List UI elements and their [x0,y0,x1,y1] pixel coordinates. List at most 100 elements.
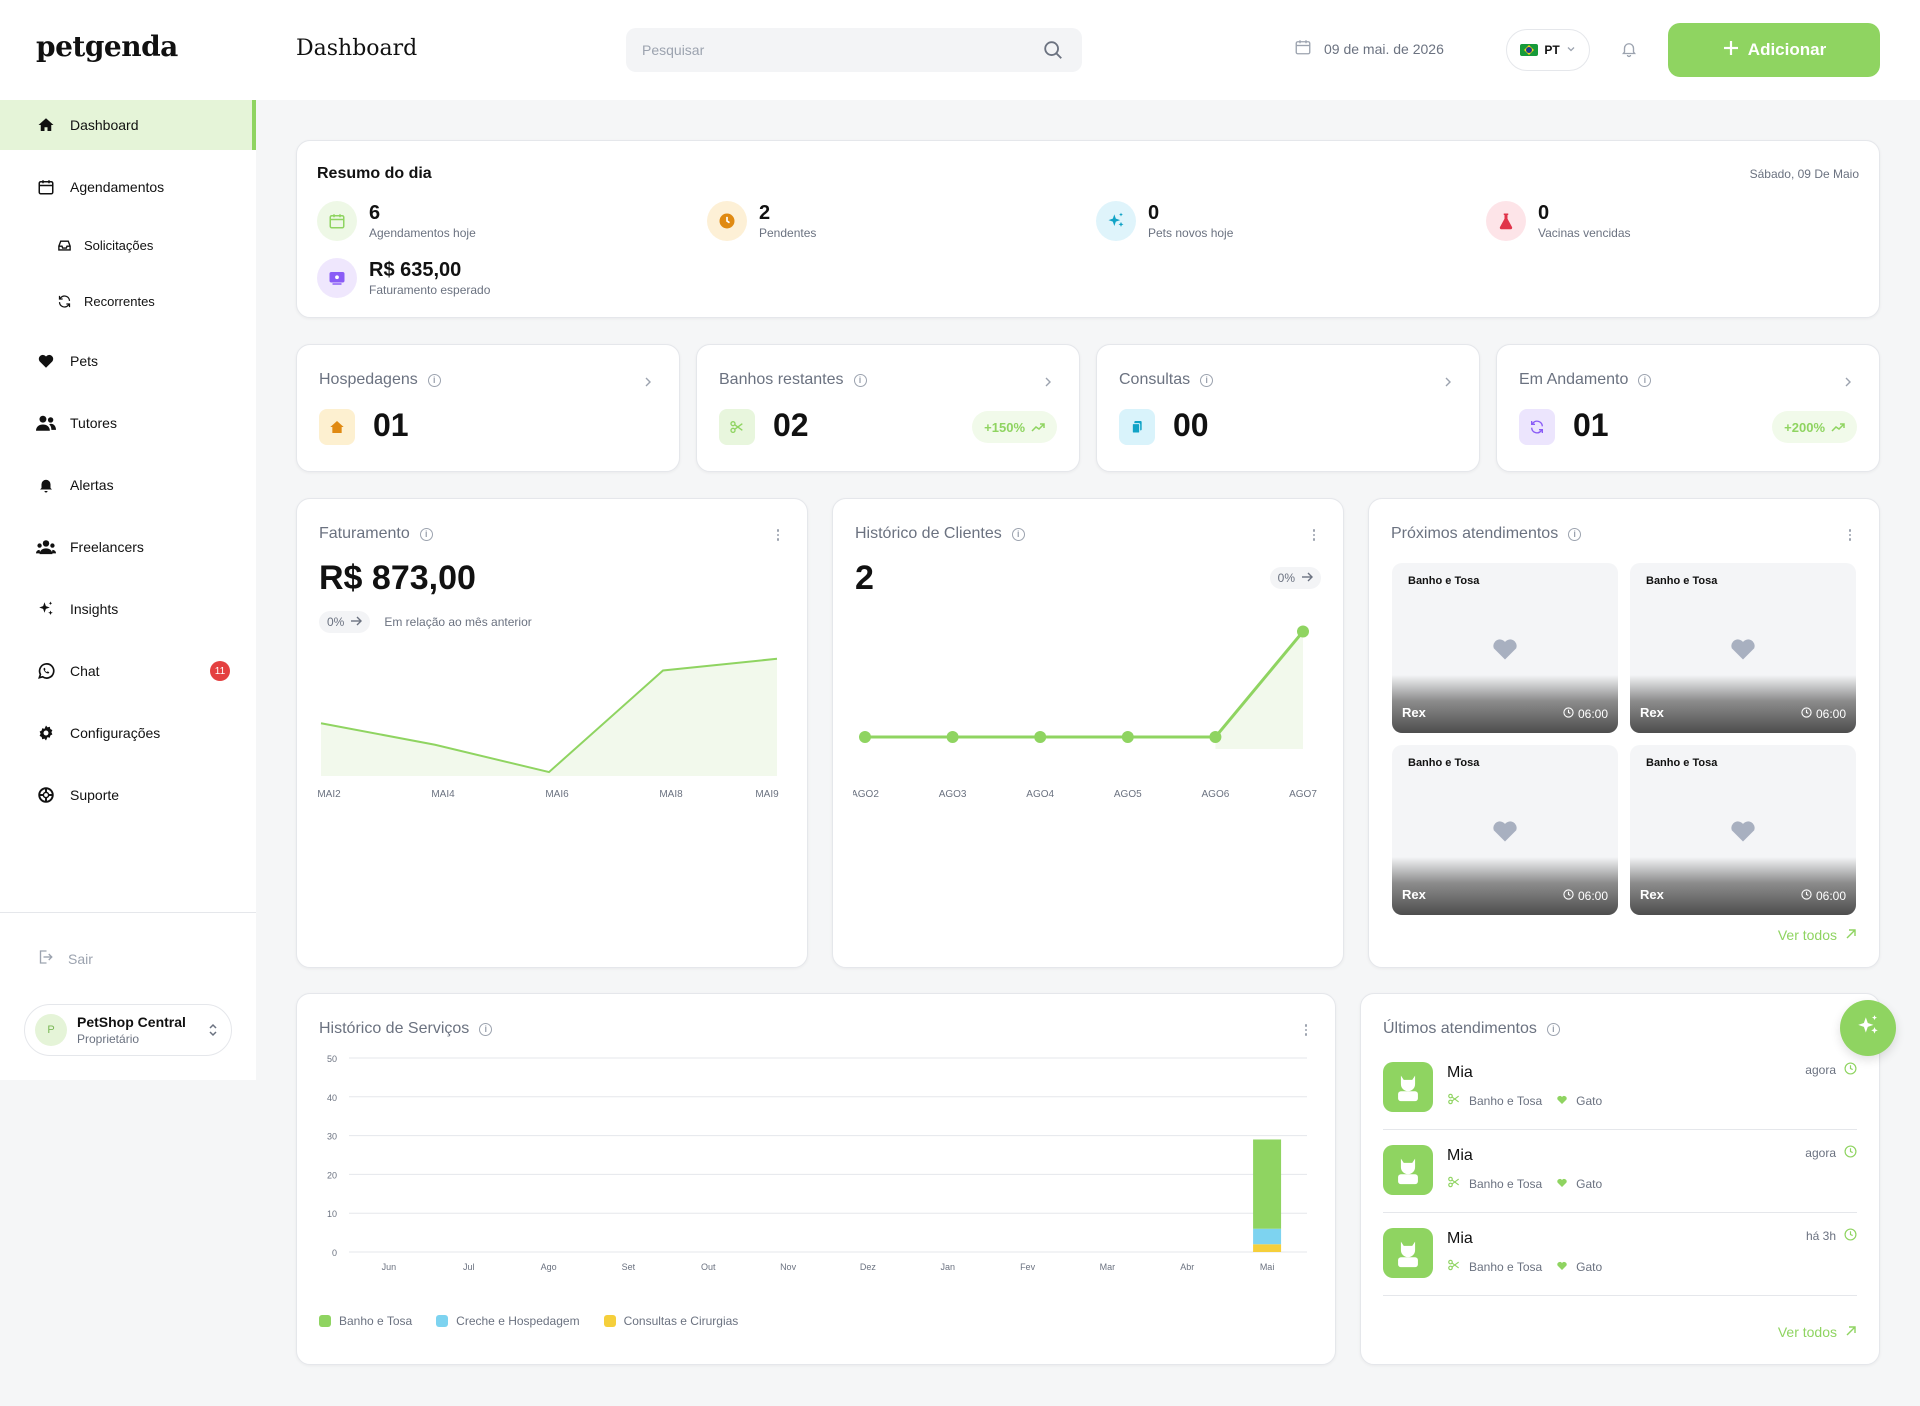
brazil-flag-icon [1520,44,1539,56]
comparison-text: Em relação ao mês anterior [384,615,532,629]
more-options-icon[interactable] [776,529,779,541]
historico-servicos-card: Histórico de Serviços i 50 40 30 20 10 0 Jun Jul… [296,993,1336,1365]
x-tick-label: Mar [1100,1262,1116,1272]
sidebar-item-chat[interactable]: Chat 11 [0,646,256,696]
logout-button[interactable]: Sair [36,948,93,969]
sidebar-item-alertas[interactable]: Alertas [0,460,256,510]
info-icon[interactable]: i [1200,373,1214,387]
ver-todos-link[interactable]: Ver todos [1778,927,1857,943]
consultas-card[interactable]: Consultas i 00 [1096,344,1480,472]
app-logo[interactable]: petgenda [36,30,178,63]
shop-name: PetShop Central [77,1014,186,1030]
appointment-card[interactable]: Banho e Tosa Rex 06:00 [1630,563,1856,733]
pet-name: Mia [1447,1147,1473,1164]
language-selector[interactable]: PT [1506,29,1590,71]
add-button[interactable]: Adicionar [1668,23,1880,77]
info-icon[interactable]: i [1568,527,1582,541]
chevron-right-icon[interactable] [1843,375,1853,393]
clock-icon [1563,707,1574,721]
faturamento-card: Faturamento i R$ 873,00 0% Em relação ao … [296,498,808,968]
hospedagens-card[interactable]: Hospedagens i 01 [296,344,680,472]
card-title: Histórico de Serviços i [319,1020,493,1038]
arrow-right-icon [1301,571,1313,585]
heart-icon [1556,1176,1568,1191]
x-tick-label: Abr [1180,1262,1194,1272]
calendar-icon [1294,38,1312,59]
time-ago: há 3h [1806,1228,1857,1244]
info-icon[interactable]: i [419,527,433,541]
comparison-row: 0% Em relação ao mês anterior [319,611,532,633]
legend-item[interactable]: Creche e Hospedagem [436,1314,580,1328]
legend-label: Consultas e Cirurgias [623,1314,739,1328]
series-line [865,630,1305,739]
clientes-chart: AGO2 AGO3 AGO4 AGO5 AGO6 AGO7 [853,625,1317,800]
sidebar-item-recorrentes[interactable]: Recorrentes [0,276,256,326]
sidebar-item-freelancers[interactable]: Freelancers [0,522,256,572]
chart-legend: Banho e Tosa Creche e Hospedagem Consult… [319,1314,738,1328]
date-text: 09 de mai. de 2026 [1324,40,1444,57]
appointment-card[interactable]: Banho e Tosa Rex 06:00 [1392,745,1618,915]
time-text: 06:00 [1815,889,1846,903]
legend-item[interactable]: Consultas e Cirurgias [603,1314,739,1328]
chevron-right-icon[interactable] [643,375,653,393]
info-icon[interactable]: i [479,1022,493,1036]
sidebar-item-agendamentos[interactable]: Agendamentos [0,162,256,212]
more-options-icon[interactable] [1312,529,1315,541]
clock-icon [1844,1145,1857,1161]
ver-todos-link[interactable]: Ver todos [1778,1324,1857,1340]
search-input[interactable] [626,28,1026,72]
banhos-card[interactable]: Banhos restantes i 02 +150% [696,344,1080,472]
list-item[interactable]: Mia Banho e Tosa Gato agora [1383,1048,1857,1130]
historico-clientes-card: Histórico de Clientes i 2 0% AGO2 AGO3 AGO4… [832,498,1344,968]
chevron-right-icon[interactable] [1043,375,1053,393]
bell-icon [36,475,56,495]
legend-item[interactable]: Banho e Tosa [319,1314,412,1328]
info-icon[interactable]: i [1638,373,1652,387]
sidebar-item-configuracoes[interactable]: Configurações [0,708,256,758]
em-andamento-card[interactable]: Em Andamento i 01 +200% [1496,344,1880,472]
info-icon[interactable]: i [1546,1022,1560,1036]
x-tick-label: AGO4 [1026,789,1054,800]
list-item[interactable]: Mia Banho e Tosa Gato há 3h [1383,1214,1857,1296]
flask-icon [1486,201,1526,241]
sidebar-item-label: Recorrentes [84,293,155,309]
sidebar-item-insights[interactable]: Insights [0,584,256,634]
sidebar-item-label: Insights [70,601,119,617]
sidebar-item-label: Chat [70,663,100,679]
more-options-icon[interactable] [1848,529,1851,541]
service-text: Banho e Tosa [1469,1259,1543,1274]
x-tick-label: Dez [860,1262,877,1272]
shop-switcher[interactable]: P PetShop Central Proprietário [24,1004,232,1056]
chevron-right-icon[interactable] [1443,375,1453,393]
card-title-text: Consultas [1119,371,1191,388]
resumo-date: Sábado, 09 De Maio [1749,167,1859,181]
ai-assistant-button[interactable] [1840,1000,1896,1056]
info-icon[interactable]: i [1011,527,1025,541]
sidebar-item-suporte[interactable]: Suporte [0,770,256,820]
list-item[interactable]: Mia Banho e Tosa Gato agora [1383,1131,1857,1213]
date-display[interactable]: 09 de mai. de 2026 [1294,38,1444,59]
whatsapp-icon [36,661,56,681]
logout-icon [36,948,54,969]
notification-bell-icon[interactable] [1620,40,1638,63]
more-options-icon[interactable] [1304,1024,1307,1036]
clock-icon [1844,1228,1857,1244]
info-icon[interactable]: i [853,373,867,387]
metric-value: 02 [773,407,809,443]
info-icon[interactable]: i [427,373,441,387]
appointment-card[interactable]: Banho e Tosa Rex 06:00 [1630,745,1856,915]
sidebar-item-tutores[interactable]: Tutores [0,398,256,448]
sidebar-item-dashboard[interactable]: Dashboard [0,100,256,150]
faturamento-value: R$ 873,00 [319,559,476,597]
scissors-icon [1447,1092,1461,1109]
pct-value: 0% [327,615,345,629]
appointment-card[interactable]: Banho e Tosa Rex 06:00 [1392,563,1618,733]
chevron-down-icon [1566,43,1576,57]
search-icon[interactable] [1042,39,1064,66]
stat-label: Pendentes [759,226,817,240]
pet-name: Rex [1640,705,1664,720]
card-title: Banhos restantes i [719,371,867,389]
sidebar-item-pets[interactable]: Pets [0,336,256,386]
sidebar-item-solicitacoes[interactable]: Solicitações [0,220,256,270]
card-title: Hospedagens i [319,371,441,389]
